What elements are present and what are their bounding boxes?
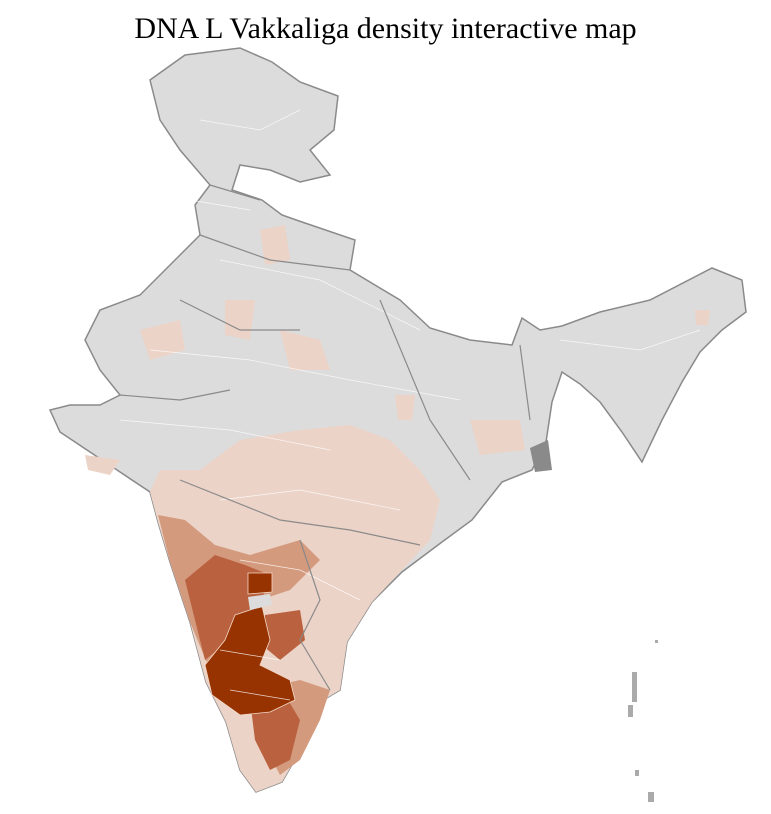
- district-borders: [119, 109, 701, 701]
- region-mp: [225, 300, 255, 340]
- region-karnataka-south: [204, 605, 296, 716]
- region-no-data-enclave: [248, 594, 272, 610]
- sundarbans-delta: [530, 440, 552, 472]
- region-up-west: [260, 225, 290, 265]
- region-northeast: [695, 310, 710, 325]
- region-ap-border: [262, 610, 305, 660]
- region-bellary: [247, 572, 273, 595]
- region-gujarat: [85, 455, 120, 475]
- map-title: DNA L Vakkaliga density interactive map: [134, 12, 637, 45]
- region-odisha: [470, 420, 525, 455]
- region-east: [395, 395, 415, 420]
- andaman-nicobar-islands[interactable]: [628, 640, 658, 802]
- region-up: [280, 330, 330, 370]
- very-high-density-regions[interactable]: [204, 572, 296, 716]
- state-borders: [119, 184, 531, 691]
- region-south-tn: [250, 695, 300, 770]
